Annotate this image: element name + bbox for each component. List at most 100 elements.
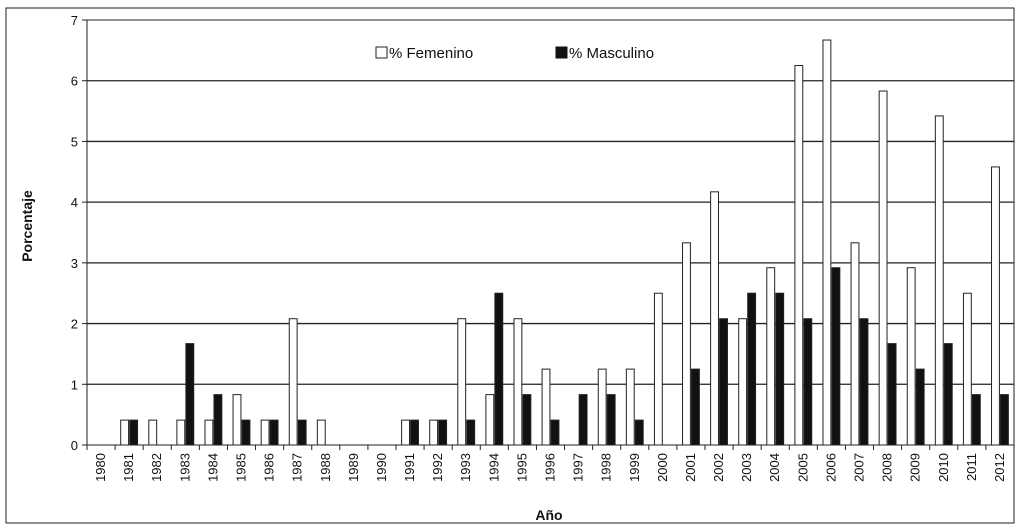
legend-label-masculino: % Masculino	[569, 45, 654, 62]
legend: % Femenino % Masculino	[375, 45, 654, 62]
bar-femenino-1995	[513, 318, 523, 446]
bar-femenino-2008	[878, 90, 888, 446]
x-tick-label: 1989	[346, 453, 361, 482]
x-tick-label: 2010	[936, 453, 951, 482]
x-tick-label: 2004	[767, 453, 782, 482]
x-tick-label: 1997	[571, 453, 586, 482]
x-tick-label: 1983	[177, 453, 192, 482]
x-tick-label: 2001	[683, 453, 698, 482]
bars	[120, 39, 1009, 446]
y-tick-label: 4	[71, 195, 78, 210]
x-tick-label: 2008	[880, 453, 895, 482]
bar-femenino-2009	[906, 267, 916, 446]
x-tick-label: 2012	[992, 453, 1007, 482]
bar-masculino-2012	[1000, 394, 1009, 446]
x-tick-label: 1991	[402, 453, 417, 482]
bar-femenino-1988	[316, 419, 326, 446]
y-tick-label: 2	[71, 317, 78, 332]
y-tick-label: 6	[71, 74, 78, 89]
bar-masculino-1987	[297, 419, 307, 446]
x-tick-label: 1990	[374, 453, 389, 482]
legend-label-femenino: % Femenino	[389, 45, 473, 62]
x-tick-label: 1998	[599, 453, 614, 482]
bar-femenino-2002	[710, 191, 719, 446]
x-tick-label: 1996	[543, 453, 558, 482]
x-tick-label: 1995	[514, 453, 529, 482]
bar-femenino-1984	[204, 419, 214, 446]
y-tick-label: 5	[71, 134, 78, 149]
bar-femenino-1996	[541, 368, 551, 446]
y-tick-label: 7	[71, 13, 78, 28]
x-tick-label: 1993	[458, 453, 473, 482]
bar-femenino-1987	[288, 318, 298, 446]
gridlines	[87, 80, 1014, 385]
bar-masculino-1983	[185, 343, 195, 446]
bar-masculino-1981	[129, 419, 139, 446]
y-axis-ticks: 0 1 2 3 4 5 6 7	[71, 13, 87, 453]
x-tick-label: 1981	[121, 453, 136, 482]
x-tick-label: 1982	[149, 453, 164, 482]
legend-swatch-masculino	[555, 46, 568, 59]
x-tick-label: 2007	[852, 453, 867, 482]
bar-femenino-1994	[485, 394, 495, 446]
bar-masculino-1998	[606, 394, 616, 446]
bar-masculino-2001	[691, 368, 700, 446]
bar-femenino-1999	[625, 368, 635, 446]
x-tick-label: 2003	[739, 453, 754, 482]
plot-area-frame	[86, 19, 1015, 446]
bar-masculino-2007	[859, 318, 869, 446]
bar-femenino-1982	[148, 419, 158, 446]
bar-masculino-2002	[719, 318, 728, 446]
bar-masculino-2008	[887, 343, 897, 446]
bar-femenino-1998	[597, 368, 607, 446]
bar-masculino-1997	[578, 394, 588, 446]
x-tick-label: 1992	[430, 453, 445, 482]
x-tick-label: 1994	[486, 453, 501, 482]
bar-masculino-1999	[634, 419, 644, 446]
bar-masculino-1986	[269, 419, 279, 446]
legend-swatch-femenino	[375, 46, 388, 59]
bar-femenino-1993	[457, 318, 467, 446]
bar-masculino-2010	[943, 343, 953, 446]
x-tick-label: 1980	[93, 453, 108, 482]
bar-femenino-1985	[232, 394, 242, 446]
bar-masculino-1985	[241, 419, 251, 446]
x-tick-label: 2002	[711, 453, 726, 482]
bar-femenino-1992	[429, 419, 439, 446]
bar-femenino-2011	[962, 292, 972, 446]
bar-masculino-1996	[550, 419, 560, 446]
bar-femenino-2005	[794, 65, 804, 446]
x-tick-label: 2011	[964, 453, 979, 481]
x-tick-label: 1988	[318, 453, 333, 482]
x-tick-label: 1986	[262, 453, 277, 482]
bar-femenino-2001	[682, 242, 691, 446]
bar-masculino-2003	[747, 292, 757, 446]
bar-masculino-2011	[971, 394, 981, 446]
y-tick-label: 0	[71, 438, 78, 453]
x-tick-label: 1985	[234, 453, 249, 482]
x-axis-title: Año	[535, 507, 562, 523]
bar-masculino-1994	[494, 292, 504, 446]
bar-masculino-2004	[775, 292, 785, 446]
x-axis-ticks: 1980 1981 1982 1983 1984 1985 1986 1987 1988 1989…	[86, 445, 1015, 482]
y-tick-label: 1	[71, 377, 78, 392]
bar-femenino-2000	[653, 292, 663, 446]
bar-masculino-1992	[438, 419, 448, 446]
bar-femenino-2007	[850, 242, 860, 446]
y-tick-label: 3	[71, 256, 78, 271]
bar-femenino-2006	[822, 39, 832, 446]
x-tick-label: 1984	[205, 453, 220, 482]
bar-masculino-1993	[466, 419, 476, 446]
chart-frame	[5, 7, 1015, 524]
bar-masculino-2005	[803, 318, 813, 446]
x-tick-label: 2009	[908, 453, 923, 482]
bar-masculino-2006	[831, 267, 841, 446]
y-axis-title: Porcentaje	[19, 190, 35, 262]
bar-femenino-2010	[934, 115, 944, 446]
bar-masculino-1991	[410, 419, 419, 446]
bar-masculino-2009	[915, 368, 925, 446]
bar-masculino-1984	[213, 394, 223, 446]
bar-masculino-1995	[522, 394, 532, 446]
